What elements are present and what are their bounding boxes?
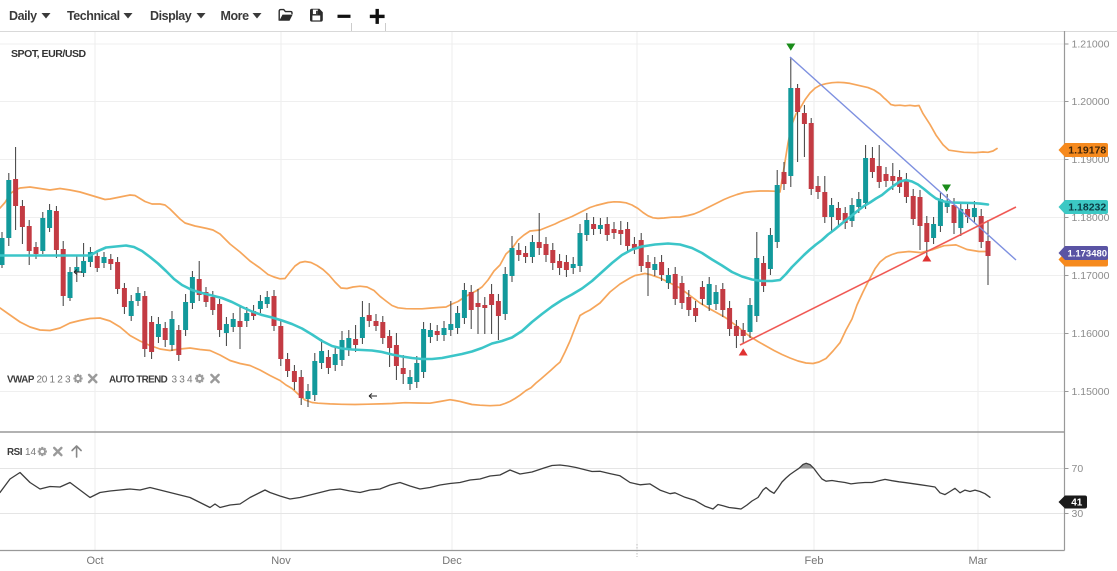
svg-text:RSI: RSI (7, 447, 23, 458)
svg-text:Display: Display (150, 9, 192, 23)
svg-text:1.19178: 1.19178 (1068, 145, 1106, 157)
svg-text:1.173480: 1.173480 (1067, 249, 1107, 260)
svg-text:14: 14 (25, 447, 37, 458)
svg-text:Mar: Mar (969, 555, 988, 567)
svg-text:Feb: Feb (805, 555, 824, 567)
svg-text:1.20000: 1.20000 (1072, 96, 1110, 108)
svg-text:Technical: Technical (67, 9, 120, 23)
svg-text:30: 30 (1072, 508, 1084, 520)
svg-text:Daily: Daily (9, 9, 37, 23)
svg-text:VWAP: VWAP (7, 375, 35, 386)
svg-text:1.17000: 1.17000 (1072, 270, 1110, 282)
svg-text:1.18232: 1.18232 (1068, 202, 1106, 214)
svg-text:Oct: Oct (86, 555, 103, 567)
svg-text:20 1 2 3: 20 1 2 3 (37, 375, 71, 386)
svg-text:1.21000: 1.21000 (1072, 39, 1110, 51)
svg-text:SPOT, EUR/USD: SPOT, EUR/USD (11, 48, 87, 60)
svg-text:Nov: Nov (271, 555, 291, 567)
svg-text:41: 41 (1071, 498, 1083, 509)
svg-text:70: 70 (1072, 463, 1084, 475)
svg-text:Dec: Dec (442, 555, 462, 567)
svg-text:3 3 4: 3 3 4 (172, 375, 193, 386)
svg-text:More: More (221, 9, 250, 23)
svg-text:1.18000: 1.18000 (1072, 212, 1110, 224)
svg-text:AUTO TREND: AUTO TREND (109, 375, 168, 386)
svg-text:1.15000: 1.15000 (1072, 386, 1110, 398)
svg-text:1.16000: 1.16000 (1072, 328, 1110, 340)
